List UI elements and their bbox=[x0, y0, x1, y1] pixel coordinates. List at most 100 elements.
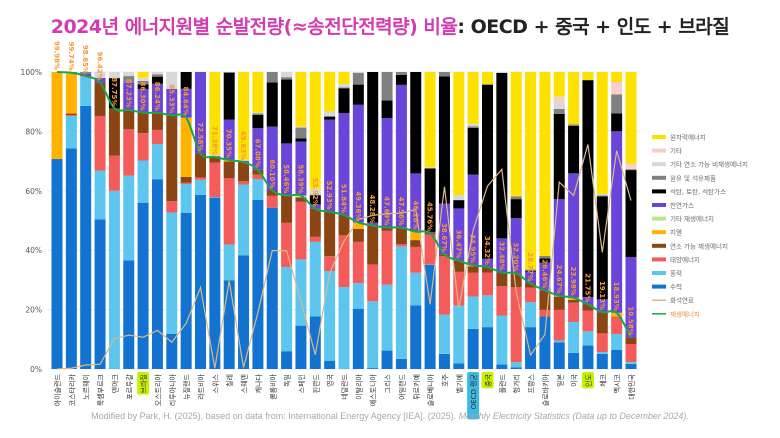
bar-segment-석탄, 토탄, 석탄가스 bbox=[410, 72, 422, 174]
bar-segment-연소 가능 재생에너지 bbox=[65, 113, 77, 116]
x-tick-label: 오스트리아 bbox=[153, 373, 162, 406]
bar-segment-태양에너지 bbox=[195, 177, 206, 180]
bar-segment-기타 연소 가능 비재생에너지 bbox=[453, 195, 465, 201]
bar-segment-수력 bbox=[367, 368, 379, 369]
bar-segment-풍력 bbox=[65, 115, 77, 149]
bar-segment-원유 및 석유제품 bbox=[395, 72, 407, 75]
bar-segment-태양에너지 bbox=[496, 286, 508, 316]
bar-segment-원자력에너지 bbox=[309, 72, 321, 189]
bar-segment-지열 bbox=[410, 231, 422, 241]
bar-segment-연소 가능 재생에너지 bbox=[367, 225, 379, 265]
bar-segment-수력 bbox=[151, 179, 163, 369]
bar-segment-기타 연소 가능 비재생에너지 bbox=[94, 72, 106, 78]
bar-segment-석탄, 토탄, 석탄가스 bbox=[338, 88, 350, 114]
legend-label: 지열 bbox=[670, 228, 682, 237]
y-tick-label: 0% bbox=[30, 365, 42, 374]
bar-segment-풍력 bbox=[453, 305, 465, 364]
bar-segment-수력 bbox=[180, 212, 192, 369]
bar-segment-연소 가능 재생에너지 bbox=[195, 153, 206, 178]
bar-segment-풍력 bbox=[338, 287, 350, 369]
y-tick-label: 40% bbox=[25, 246, 42, 255]
bar-segment-기타 연소 가능 비재생에너지 bbox=[309, 188, 321, 195]
bar-segment-수력 bbox=[539, 316, 551, 369]
bar-segment-수력 bbox=[611, 349, 623, 369]
bar-segment-원자력에너지 bbox=[596, 72, 608, 194]
bar-segment-천연가스 bbox=[281, 143, 293, 196]
x-tick-label: 프랑스 bbox=[528, 373, 536, 393]
renewable-value-label: 87.75% bbox=[110, 77, 118, 106]
bar-segment-원자력에너지 bbox=[611, 72, 623, 83]
legend-label: 원자력에너지 bbox=[670, 133, 706, 142]
bar-segment-원유 및 석유제품 bbox=[309, 194, 321, 196]
bar-segment-연소 가능 재생에너지 bbox=[568, 299, 580, 303]
bar-segment-수력 bbox=[123, 260, 135, 369]
bar-segment-풍력 bbox=[582, 331, 594, 346]
bar-segment-풍력 bbox=[352, 283, 364, 309]
bar-segment-천연가스 bbox=[324, 119, 336, 212]
bar-segment-태양에너지 bbox=[582, 310, 594, 332]
bar-segment-석탄, 토탄, 석탄가스 bbox=[309, 195, 321, 205]
bar-segment-연소 가능 재생에너지 bbox=[381, 227, 393, 231]
bar-segment-연소 가능 재생에너지 bbox=[223, 161, 235, 179]
bar-segment-연소 가능 재생에너지 bbox=[596, 312, 608, 334]
bar-segment-원유 및 석유제품 bbox=[467, 126, 479, 128]
bar-segment-수력 bbox=[625, 363, 637, 369]
bar-segment-태양에너지 bbox=[424, 234, 436, 265]
legend-label: 기타 bbox=[670, 146, 682, 155]
bar-segment-원자력에너지 bbox=[553, 72, 565, 97]
bar-segment-석탄, 토탄, 석탄가스 bbox=[496, 72, 508, 239]
bar-segment-원유 및 석유제품 bbox=[625, 169, 637, 171]
bar-segment-기타 연소 가능 비재생에너지 bbox=[209, 154, 221, 157]
bar-segment-기타 연소 가능 비재생에너지 bbox=[424, 167, 436, 169]
bar-segment-석탄, 토탄, 석탄가스 bbox=[611, 113, 623, 132]
bar-segment-풍력 bbox=[596, 352, 608, 354]
chart-title: 2024년 에너지원별 순발전량(≈송전단전력량) 비율: OECD + 중국 … bbox=[0, 12, 780, 39]
bar-segment-풍력 bbox=[94, 170, 106, 220]
bar-segment-태양에너지 bbox=[611, 317, 623, 334]
renewable-value-label: 28.77% bbox=[526, 252, 534, 281]
bar-segment-원자력에너지 bbox=[568, 72, 580, 125]
bar-segment-풍력 bbox=[568, 322, 580, 353]
bar-segment-석탄, 토탄, 석탄가스 bbox=[252, 114, 264, 129]
bar-segment-석탄, 토탄, 석탄가스 bbox=[539, 258, 551, 263]
bar-segment-수력 bbox=[80, 105, 92, 369]
bar-segment-수력 bbox=[195, 194, 206, 369]
bar-segment-천연가스 bbox=[352, 104, 364, 223]
renewable-value-label: 34.32% bbox=[483, 236, 491, 265]
bar-segment-풍력 bbox=[223, 244, 235, 281]
bar-segment-연소 가능 재생에너지 bbox=[410, 240, 422, 247]
bar-segment-연소 가능 재생에너지 bbox=[137, 112, 149, 134]
bar-segment-기타 연소 가능 비재생에너지 bbox=[108, 72, 120, 79]
bar-segment-수력 bbox=[223, 280, 235, 369]
x-tick-label: 아이슬란드 bbox=[53, 373, 62, 406]
bar-segment-천연가스 bbox=[180, 88, 192, 118]
x-tick-label: 슬로베니아 bbox=[426, 373, 435, 406]
bar-segment-원유 및 석유제품 bbox=[352, 73, 364, 85]
bar-segment-태양에너지 bbox=[467, 272, 479, 297]
bar-segment-태양에너지 bbox=[625, 344, 637, 363]
legend-label: 재생에너지 bbox=[670, 309, 700, 318]
bar-segment-수력 bbox=[381, 350, 393, 369]
bar-segment-연소 가능 재생에너지 bbox=[151, 112, 163, 130]
x-tick-label: 멕시코 bbox=[613, 373, 622, 393]
title-highlight: 2024년 에너지원별 순발전량(≈송전단전력량) 비율 bbox=[50, 16, 458, 38]
renewable-value-label: 84.64% bbox=[182, 86, 190, 115]
bar-segment-태양에너지 bbox=[123, 129, 135, 176]
x-tick-label: 튀르키예 bbox=[412, 374, 421, 400]
renewable-value-label: 48.28% bbox=[368, 194, 376, 223]
bar-segment-원자력에너지 bbox=[510, 72, 522, 197]
bar-segment-연소 가능 재생에너지 bbox=[180, 176, 192, 183]
bar-segment-원유 및 석유제품 bbox=[525, 269, 537, 271]
bar-segment-원자력에너지 bbox=[525, 72, 537, 270]
bar-segment-천연가스 bbox=[568, 173, 580, 298]
bar-segment-원유 및 석유제품 bbox=[137, 80, 149, 85]
bar-segment-태양에너지 bbox=[209, 162, 221, 198]
bar-segment-태양에너지 bbox=[539, 309, 551, 317]
bar-segment-태양에너지 bbox=[395, 244, 407, 247]
bar-segment-원유 및 석유제품 bbox=[151, 74, 163, 77]
bar-segment-석탄, 토탄, 석탄가스 bbox=[381, 100, 393, 119]
bar-segment-석탄, 토탄, 석탄가스 bbox=[367, 72, 379, 223]
bar-segment-연소 가능 재생에너지 bbox=[352, 228, 364, 242]
bar-segment-풍력 bbox=[151, 144, 163, 180]
bar-segment-수력 bbox=[568, 352, 580, 369]
